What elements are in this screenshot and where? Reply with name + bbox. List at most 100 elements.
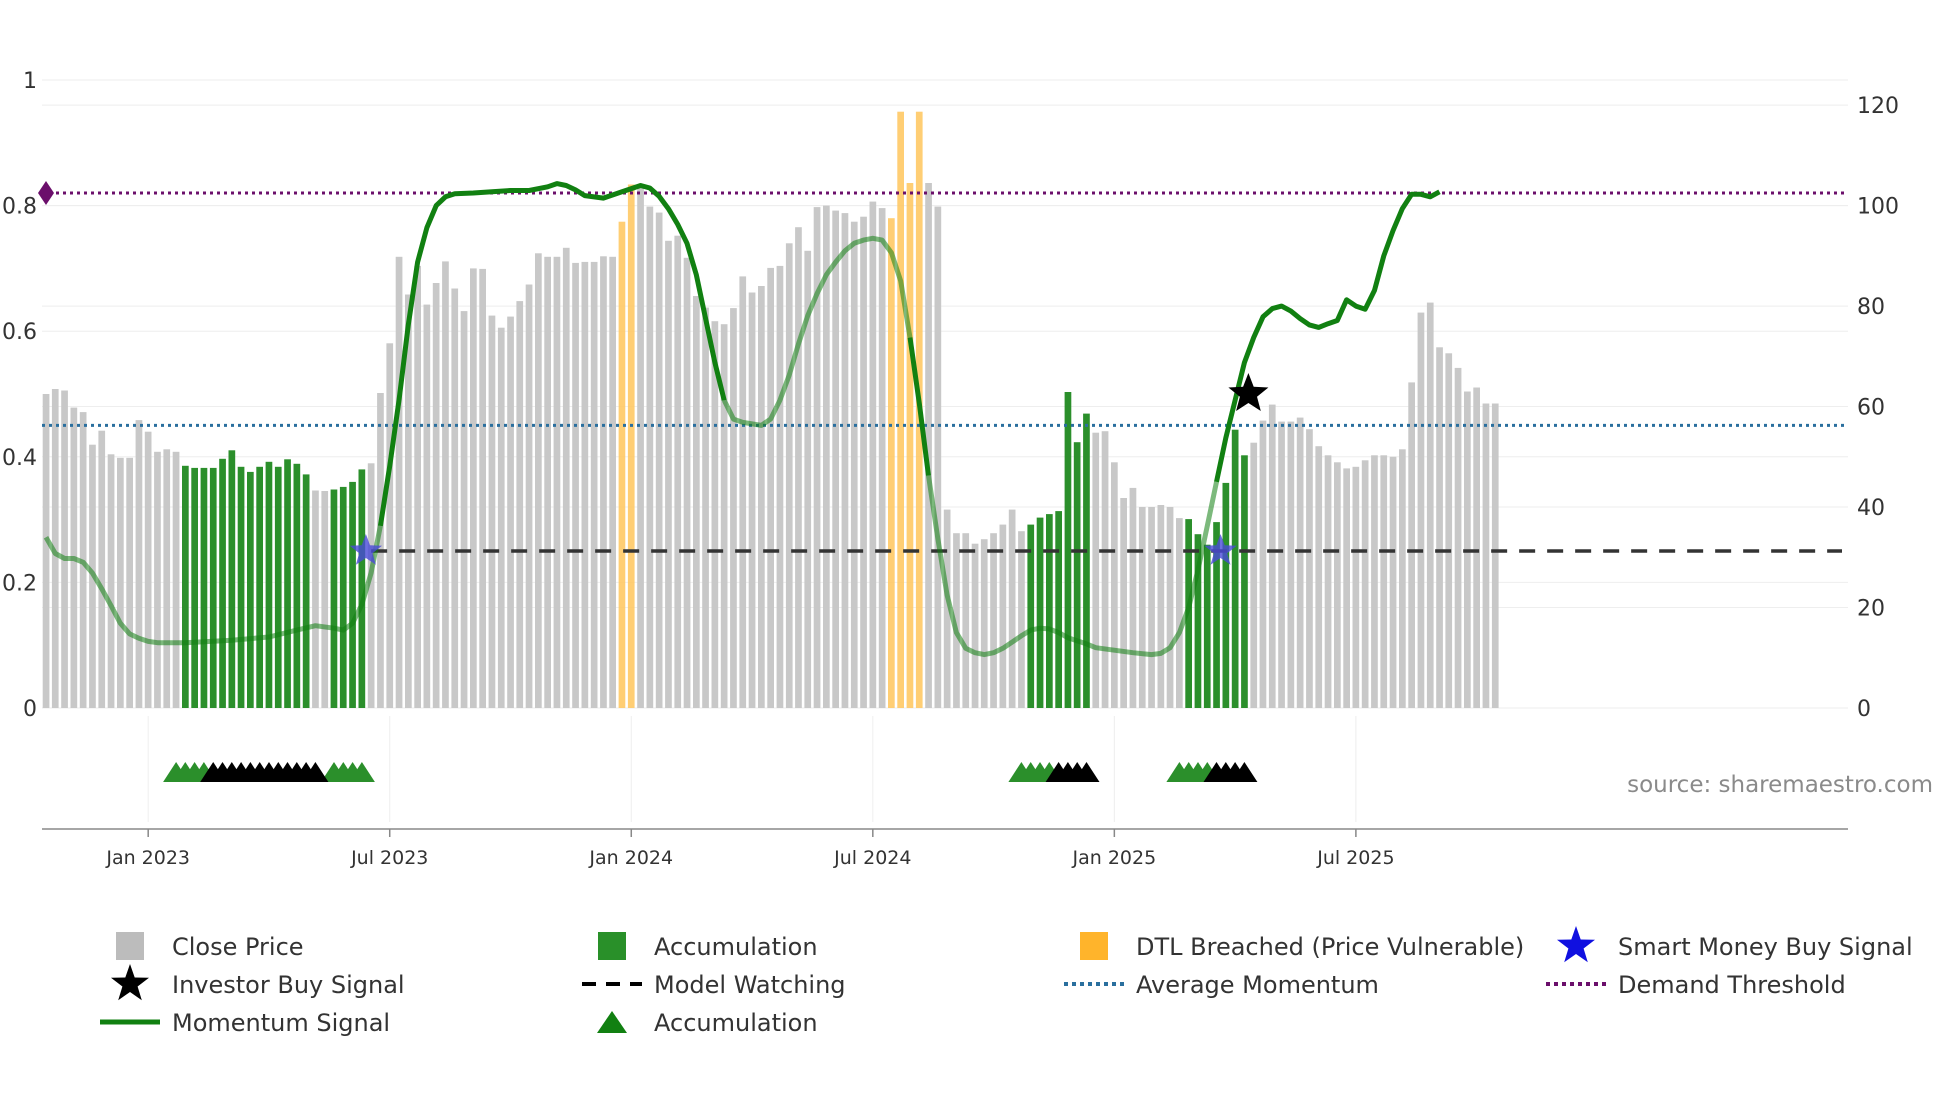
close-price-bar: [637, 185, 644, 708]
close-price-bar: [1334, 462, 1341, 708]
close-price-bar: [61, 390, 68, 708]
marker-strip: [163, 762, 1258, 782]
legend-swatch-star: [111, 964, 149, 1001]
accumulation-marker: [348, 762, 375, 782]
momentum-signal-line: [1214, 189, 1441, 483]
accumulation-bar: [339, 486, 347, 708]
close-price-bar: [795, 227, 802, 708]
close-price-bar: [841, 213, 849, 708]
close-price-bar: [154, 451, 161, 708]
axis-layer: Jan 2023 Jul 2023 Jan 2024 Jul 2024 Jan 2025…: [2, 69, 1899, 869]
accumulation-bar: [219, 458, 226, 708]
dtl-breached-bar: [618, 221, 626, 708]
left-axis-tick-label: 0: [23, 697, 37, 722]
x-tick-label: Jul 2023: [350, 847, 428, 869]
legend-label: DTL Breached (Price Vulnerable): [1136, 933, 1524, 961]
accumulation-bar: [349, 481, 356, 708]
close-price-bar: [1315, 446, 1323, 708]
close-price-bar: [135, 420, 143, 708]
close-price-bar: [321, 491, 329, 708]
close-price-bar: [711, 321, 719, 708]
close-price-bar: [850, 221, 858, 708]
x-tick-label: Jul 2024: [833, 847, 911, 869]
accumulation-bar: [302, 474, 310, 708]
investor-buy-signal-star: [1228, 373, 1269, 411]
accumulation-bar: [247, 471, 254, 708]
close-price-bar: [117, 457, 124, 708]
close-price-bar: [646, 206, 654, 708]
close-price-bar: [999, 524, 1007, 708]
dtl-breached-bar: [897, 111, 904, 708]
legend: Close Price Accumulation DTL Breached (Pri…: [100, 926, 1913, 1037]
legend-label: Demand Threshold: [1618, 971, 1846, 999]
close-price-bar: [1454, 367, 1462, 708]
accumulation-bar: [1194, 534, 1202, 708]
legend-label: Accumulation: [654, 933, 818, 961]
close-price-bar: [943, 509, 951, 708]
close-price-bar: [990, 533, 997, 708]
close-price-bar: [423, 304, 431, 708]
grid-layer: [42, 79, 1848, 822]
accumulation-bar: [274, 466, 282, 708]
close-price-bar: [767, 267, 774, 708]
legend-label: Accumulation: [654, 1009, 818, 1037]
accumulation-bar: [209, 467, 217, 708]
close-price-bar: [1445, 353, 1453, 708]
close-price-bar: [312, 490, 319, 708]
close-price-bar: [1148, 507, 1155, 708]
close-price-bar: [405, 294, 412, 708]
close-price-bar: [1473, 387, 1480, 708]
close-price-bar: [971, 543, 979, 708]
bar-layer: [42, 111, 1499, 709]
close-price-bar: [1250, 442, 1258, 708]
close-price-bar: [1343, 468, 1350, 708]
accumulation-bar: [1083, 413, 1090, 708]
smart-money-buy-signal-star: [1204, 534, 1237, 565]
legend-swatch-square: [598, 932, 626, 960]
right-axis-tick-label: 80: [1857, 295, 1885, 320]
close-price-bar: [572, 262, 579, 708]
line-layer: [38, 181, 1848, 658]
close-price-bar: [1417, 312, 1425, 708]
close-price-bar: [1306, 429, 1313, 708]
accumulation-bar: [1073, 442, 1081, 708]
close-price-bar: [395, 256, 403, 708]
close-price-bar: [507, 316, 514, 708]
right-axis-tick-label: 40: [1857, 496, 1885, 521]
close-price-bar: [776, 265, 784, 708]
x-tick-label: Jan 2025: [1072, 847, 1157, 869]
close-price-bar: [1380, 455, 1388, 708]
right-axis-tick-label: 60: [1857, 396, 1885, 421]
accumulation-bar: [228, 450, 236, 708]
close-price-bar: [962, 533, 970, 708]
close-price-bar: [414, 265, 421, 708]
close-price-bar: [1157, 505, 1165, 708]
close-price-bar: [1111, 462, 1118, 708]
close-price-bar: [823, 205, 830, 708]
accumulation-bar: [191, 467, 198, 708]
close-price-bar: [860, 216, 867, 708]
close-price-bar: [1138, 507, 1146, 708]
close-price-bar: [42, 394, 50, 708]
legend-swatch-square: [116, 932, 144, 960]
investor-signal-marker: [302, 762, 329, 782]
accumulation-bar: [330, 489, 338, 708]
close-price-bar: [581, 261, 589, 708]
close-price-bar: [488, 315, 496, 708]
close-price-bar: [163, 449, 171, 708]
close-price-bar: [1426, 302, 1434, 708]
close-price-bar: [1408, 382, 1415, 708]
close-price-bar: [544, 256, 551, 708]
close-price-bar: [730, 308, 737, 708]
legend-label: Momentum Signal: [172, 1009, 390, 1037]
right-axis-tick-label: 0: [1857, 697, 1871, 722]
momentum-signal-line: [907, 337, 931, 476]
legend-label: Smart Money Buy Signal: [1618, 933, 1913, 961]
legend-swatch-square: [1080, 932, 1108, 960]
accumulation-bar: [1027, 524, 1035, 708]
close-price-bar: [386, 343, 394, 708]
momentum-signal-line-faded: [43, 525, 383, 646]
investor-signal-marker: [1231, 762, 1258, 782]
